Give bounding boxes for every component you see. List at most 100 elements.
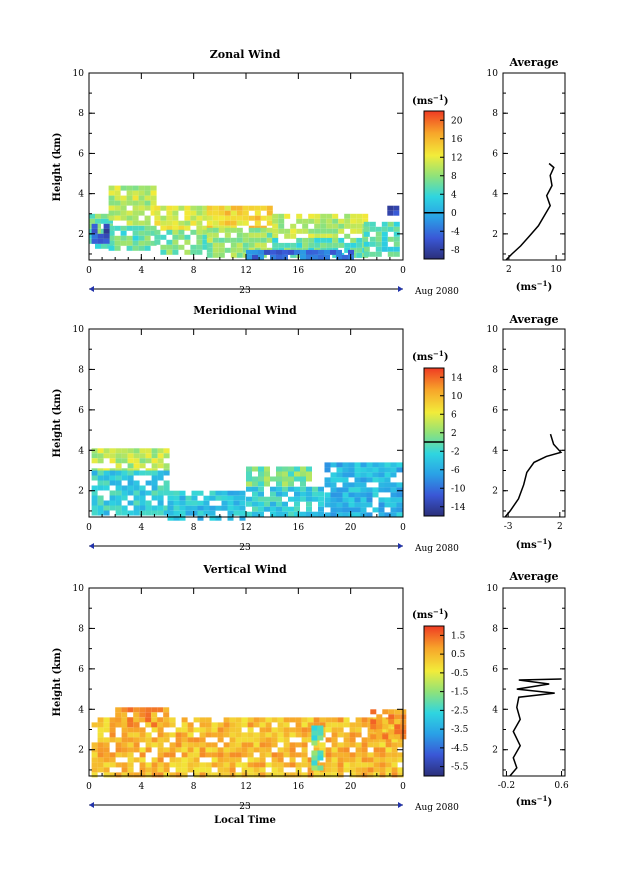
zonal-field-cell — [363, 226, 370, 232]
zonal-field-cell — [89, 213, 95, 219]
meridional-field-cell — [233, 490, 240, 496]
vertical-field-cell — [229, 722, 236, 728]
meridional-field-cell — [258, 501, 264, 507]
meridional-field-cell — [115, 485, 122, 491]
vertical-field-cell — [121, 707, 128, 713]
vertical-field-cell — [103, 742, 110, 748]
zonal-field-cell — [108, 230, 115, 236]
meridional-field-cell — [330, 462, 337, 468]
vertical-field-cell — [199, 752, 206, 758]
meridional-average-frame — [502, 328, 566, 518]
zonal-average-x-tick-label: 2 — [506, 265, 512, 275]
vertical-field-cell — [259, 762, 266, 768]
vertical-field-cell — [397, 772, 404, 778]
meridional-field-cell — [151, 495, 158, 501]
zonal-field-cell — [154, 239, 161, 245]
meridional-field-cell — [209, 490, 216, 496]
vertical-field-cell — [139, 762, 146, 768]
zonal-field-cell — [108, 210, 115, 216]
zonal-colorbar-tick-label: -8 — [451, 246, 460, 256]
zonal-field-cell — [230, 227, 237, 233]
meridional-field-cell — [378, 512, 385, 518]
vertical-field-cell — [283, 732, 290, 738]
meridional-field-cell — [246, 501, 252, 507]
zonal-field-cell — [114, 210, 121, 216]
vertical-field-cell — [199, 737, 206, 743]
zonal-field-cell — [206, 220, 213, 226]
zonal-field-cell — [236, 210, 243, 216]
zonal-field-cell — [332, 213, 339, 219]
meridional-field-cell — [233, 510, 240, 516]
zonal-field-band — [272, 213, 369, 239]
vertical-field-cell — [217, 747, 224, 753]
vertical-field-cell — [157, 732, 164, 738]
vertical-field-cell — [337, 752, 344, 758]
vertical-field-cell — [109, 772, 116, 778]
vertical-field-band — [311, 725, 324, 771]
zonal-field-cell — [101, 218, 107, 224]
vertical-field-cell — [337, 732, 344, 738]
vertical-field-cell — [394, 734, 401, 740]
meridional-field-cell — [360, 497, 367, 503]
meridional-field-cell — [300, 491, 306, 497]
zonal-field-cell — [114, 185, 121, 191]
vertical-field-cell — [181, 747, 188, 753]
vertical-field-cell — [139, 727, 146, 733]
zonal-field-cell — [278, 228, 285, 234]
vertical-field-cell — [127, 757, 134, 763]
zonal-average-frame — [502, 72, 566, 261]
meridional-field-cell — [390, 472, 397, 478]
zonal-field-cell — [114, 195, 121, 201]
meridional-field-cell — [185, 505, 192, 511]
vertical-field-cell — [223, 767, 230, 773]
meridional-field-cell — [103, 448, 110, 454]
meridional-y-tick-label: 4 — [78, 446, 84, 456]
meridional-field-cell — [276, 476, 282, 482]
vertical-field-cell — [115, 707, 122, 713]
zonal-field-cell — [356, 252, 363, 258]
meridional-field-cell — [121, 453, 128, 459]
vertical-field-cell — [157, 722, 164, 728]
meridional-field-cell — [276, 481, 282, 487]
vertical-field-cell — [283, 762, 290, 768]
zonal-field-cell — [381, 231, 388, 237]
zonal-field-band — [154, 205, 209, 231]
meridional-field-band — [167, 490, 246, 521]
vertical-field-cell — [385, 762, 392, 768]
zonal-field-cell — [138, 245, 145, 251]
vertical-field-cell — [97, 752, 104, 758]
vertical-field-cell — [277, 757, 284, 763]
zonal-field-cell — [248, 232, 255, 238]
zonal-field-cell — [166, 225, 173, 231]
meridional-field-cell — [342, 507, 349, 513]
vertical-field-cell — [370, 734, 377, 740]
meridional-field-cell — [342, 512, 349, 518]
vertical-field-cell — [247, 772, 254, 778]
zonal-field-cell — [172, 225, 179, 231]
meridional-field-cell — [121, 458, 128, 464]
vertical-field-cell — [283, 737, 290, 743]
meridional-field-cell — [384, 482, 391, 488]
vertical-field-cell — [343, 762, 350, 768]
zonal-field-cell — [326, 228, 333, 234]
meridional-field-cell — [215, 490, 222, 496]
zonal-field-cell — [218, 242, 225, 248]
zonal-average-y-tick-label: 6 — [492, 149, 498, 159]
vertical-field-cell — [319, 762, 326, 768]
vertical-average-xlabel: (ms−1) — [516, 794, 552, 809]
meridional-field-cell — [366, 462, 373, 468]
vertical-x-tick-label: 16 — [293, 782, 305, 792]
zonal-field-cell — [236, 220, 243, 226]
meridional-field-cell — [366, 467, 373, 473]
vertical-field-cell — [229, 757, 236, 763]
vertical-field-cell — [211, 772, 218, 778]
vertical-field-cell — [205, 722, 212, 728]
zonal-field-cell — [108, 185, 115, 191]
vertical-field-cell — [235, 722, 242, 728]
zonal-field-cell — [296, 228, 303, 234]
zonal-field-cell — [344, 233, 351, 239]
zonal-field-cell — [302, 218, 309, 224]
vertical-field-cell — [367, 727, 374, 733]
vertical-field-cell — [241, 767, 248, 773]
